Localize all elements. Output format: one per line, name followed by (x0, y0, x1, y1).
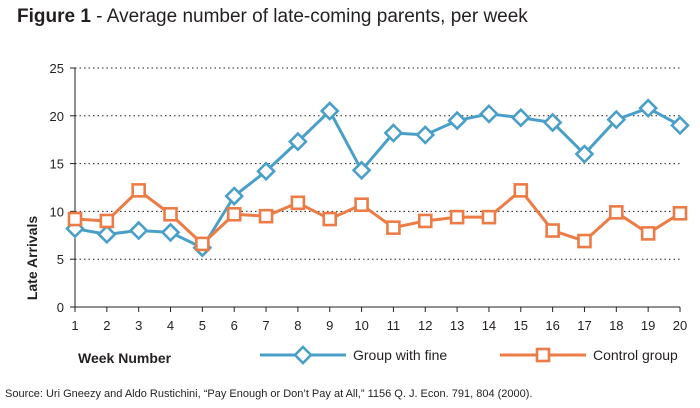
y-tick-label-15: 15 (50, 157, 64, 172)
point-control-group-12 (417, 213, 433, 229)
point-group-with-fine-12 (415, 125, 436, 145)
point-group-with-fine-13 (447, 110, 467, 131)
point-group-with-fine-15 (510, 107, 531, 128)
series-line-group-with-fine (74, 106, 681, 250)
x-tick-label-14: 14 (482, 318, 496, 333)
point-control-group-18 (609, 205, 624, 220)
point-control-group-15 (513, 183, 529, 198)
point-group-with-fine-4 (160, 222, 181, 243)
point-group-with-fine-6 (224, 186, 245, 206)
point-control-group-14 (481, 209, 497, 225)
point-group-with-fine-7 (256, 161, 276, 182)
source-note: Source: Uri Gneezy and Aldo Rustichini, … (5, 388, 533, 400)
legend-marker-group-with-fine (293, 345, 313, 365)
point-control-group-16 (545, 223, 560, 238)
point-control-group-13 (449, 209, 465, 225)
point-group-with-fine-3 (128, 220, 149, 241)
x-tick-label-10: 10 (354, 318, 368, 333)
point-control-group-3 (131, 183, 146, 198)
point-control-group-5 (195, 236, 210, 252)
point-control-group-1 (67, 211, 83, 227)
axes (70, 67, 681, 312)
point-group-with-fine-20 (670, 115, 690, 136)
y-tick-label-0: 0 (57, 300, 64, 315)
title-separator: - (90, 6, 107, 27)
x-tick-label-11: 11 (387, 318, 401, 333)
x-tick-label-1: 1 (71, 318, 78, 333)
x-tick-label-18: 18 (609, 318, 623, 333)
y-tick-label-20: 20 (50, 109, 64, 124)
point-group-with-fine-14 (479, 104, 499, 124)
legend-label-control-group: Control group (593, 347, 678, 363)
point-control-group-4 (163, 206, 178, 222)
chart-title: Figure 1 - Average number of late-coming… (17, 6, 528, 28)
y-tick-label-10: 10 (50, 204, 64, 219)
y-tick-label-25: 25 (50, 61, 64, 76)
point-control-group-8 (290, 195, 306, 211)
legend-label-group-with-fine: Group with fine (353, 347, 447, 363)
figure-number: Figure 1 (17, 6, 91, 27)
point-control-group-9 (322, 211, 338, 227)
x-tick-label-4: 4 (167, 318, 174, 333)
title-text: Average number of late-coming parents, p… (106, 6, 528, 27)
point-group-with-fine-9 (319, 101, 340, 121)
x-tick-label-17: 17 (577, 318, 591, 333)
point-group-with-fine-16 (542, 112, 563, 133)
x-tick-label-7: 7 (262, 318, 269, 333)
x-tick-label-12: 12 (418, 318, 432, 333)
point-group-with-fine-19 (638, 98, 658, 118)
x-tick-label-19: 19 (641, 318, 655, 333)
point-control-group-20 (672, 206, 688, 221)
point-control-group-17 (577, 233, 592, 249)
x-tick-label-2: 2 (103, 318, 110, 333)
series-layer (65, 98, 690, 258)
point-group-with-fine-2 (97, 224, 117, 245)
x-tick-label-6: 6 (231, 318, 238, 333)
y-tick-label-5: 5 (57, 252, 64, 267)
point-control-group-19 (640, 226, 656, 241)
x-tick-label-20: 20 (673, 318, 687, 333)
x-tick-label-13: 13 (450, 318, 464, 333)
point-group-with-fine-8 (288, 131, 308, 152)
point-control-group-6 (226, 206, 242, 222)
y-tick-labels: 0 5 10 15 20 25 (50, 61, 64, 315)
x-tick-label-16: 16 (545, 318, 559, 333)
x-tick-labels: 1 2 3 4 5 6 7 8 9 10 11 12 13 14 15 16 17 18 19 20 (71, 318, 687, 333)
x-tick-label-8: 8 (294, 318, 301, 333)
point-control-group-7 (258, 208, 274, 224)
x-tick-label-3: 3 (135, 318, 142, 333)
point-group-with-fine-18 (606, 109, 627, 130)
point-group-with-fine-11 (383, 123, 404, 143)
point-control-group-11 (386, 220, 401, 235)
x-tick-label-5: 5 (199, 318, 206, 333)
x-tick-label-9: 9 (326, 318, 333, 333)
x-tick-label-15: 15 (514, 318, 528, 333)
point-group-with-fine-10 (351, 160, 372, 181)
legend: Group with fine Control group (260, 345, 678, 365)
gridlines (75, 67, 680, 260)
legend-marker-control-group (535, 347, 551, 363)
point-control-group-2 (99, 213, 115, 229)
x-axis-label: Week Number (78, 350, 172, 366)
point-group-with-fine-17 (574, 144, 595, 164)
point-control-group-10 (354, 197, 369, 213)
y-axis-label: Late Arrivals (24, 216, 40, 301)
